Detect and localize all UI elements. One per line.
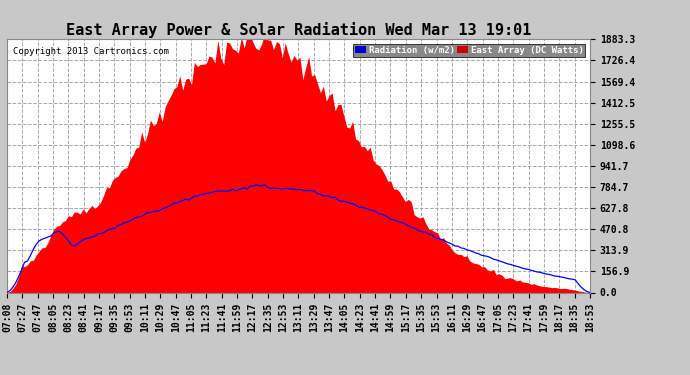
Title: East Array Power & Solar Radiation Wed Mar 13 19:01: East Array Power & Solar Radiation Wed M…	[66, 22, 531, 38]
Text: Copyright 2013 Cartronics.com: Copyright 2013 Cartronics.com	[12, 47, 168, 56]
Legend: Radiation (w/m2), East Array (DC Watts): Radiation (w/m2), East Array (DC Watts)	[353, 44, 585, 57]
